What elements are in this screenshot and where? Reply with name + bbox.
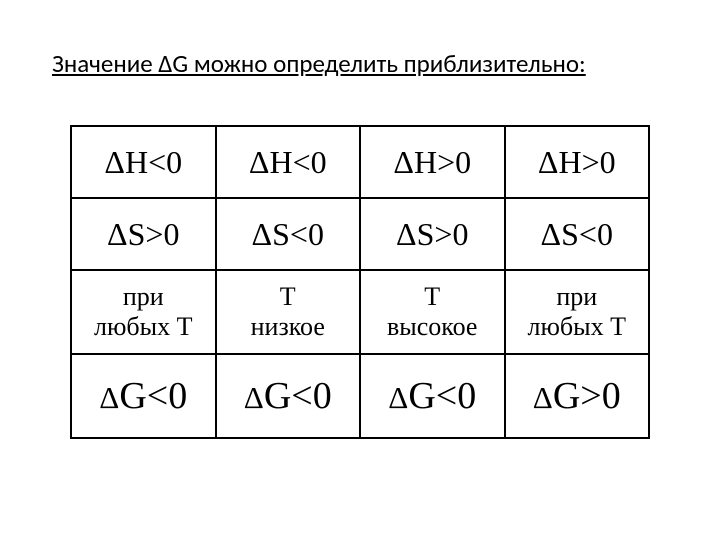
table-cell: ΔG>0 (505, 354, 650, 438)
table-cell: ΔS>0 (360, 198, 505, 270)
table-cell: ΔH<0 (71, 126, 216, 198)
table-cell: ΔS<0 (216, 198, 361, 270)
table-row: ΔG<0ΔG<0ΔG<0ΔG>0 (71, 354, 649, 438)
table-cell: ΔG<0 (216, 354, 361, 438)
table-cell: ΔG<0 (360, 354, 505, 438)
table-row: ΔS>0ΔS<0ΔS>0ΔS<0 (71, 198, 649, 270)
table-cell: ΔH<0 (216, 126, 361, 198)
gibbs-table: ΔH<0ΔH<0ΔH>0ΔH>0ΔS>0ΔS<0ΔS>0ΔS<0прилюбых… (70, 125, 650, 439)
table-cell: ΔS>0 (71, 198, 216, 270)
table-row: ΔH<0ΔH<0ΔH>0ΔH>0 (71, 126, 649, 198)
table-cell: Тнизкое (216, 270, 361, 354)
table-cell: прилюбых Т (505, 270, 650, 354)
table-cell: прилюбых Т (71, 270, 216, 354)
gibbs-table-body: ΔH<0ΔH<0ΔH>0ΔH>0ΔS>0ΔS<0ΔS>0ΔS<0прилюбых… (71, 126, 649, 438)
page-title: Значение ΔG можно определить приблизител… (0, 48, 720, 79)
table-cell: ΔH>0 (360, 126, 505, 198)
table-cell: ΔS<0 (505, 198, 650, 270)
table-row: прилюбых ТТнизкоеТвысокоеприлюбых Т (71, 270, 649, 354)
table-cell: Твысокое (360, 270, 505, 354)
table-cell: ΔG<0 (71, 354, 216, 438)
table-cell: ΔH>0 (505, 126, 650, 198)
